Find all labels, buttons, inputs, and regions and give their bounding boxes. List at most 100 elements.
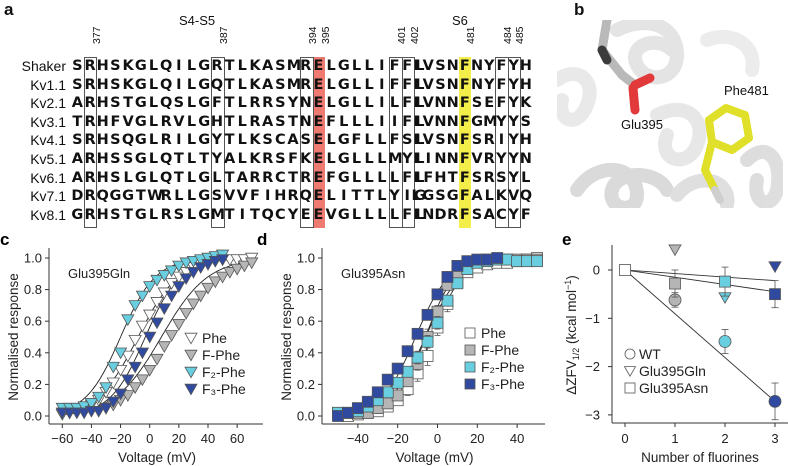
residue: L bbox=[415, 132, 425, 149]
glu395-label: Glu395 bbox=[621, 117, 663, 132]
residue: N bbox=[446, 58, 459, 74]
residue: L bbox=[186, 132, 197, 149]
x-tick-label: −40 bbox=[347, 431, 369, 446]
legend-marker bbox=[624, 382, 636, 394]
residue: I bbox=[264, 188, 271, 205]
residue: G bbox=[198, 206, 211, 223]
residue: G bbox=[337, 169, 350, 186]
data-point bbox=[401, 365, 414, 378]
residue: F bbox=[459, 58, 470, 74]
residue: I bbox=[176, 132, 182, 149]
y-tick-label: 0.0 bbox=[297, 409, 315, 424]
residue: L bbox=[237, 95, 247, 112]
data-point bbox=[164, 330, 179, 342]
phe481-stick bbox=[701, 104, 753, 204]
residue: N bbox=[299, 95, 312, 112]
residue: F bbox=[326, 169, 337, 186]
residue: R bbox=[262, 151, 274, 167]
residue: C bbox=[496, 206, 507, 223]
residue: H bbox=[96, 76, 109, 93]
data-point bbox=[381, 373, 394, 386]
sequence-row-s4s5: GRHS T G L R S L GMT I T QC Y E E VG L L L L F L bbox=[71, 207, 426, 223]
x-tick-label: −20 bbox=[110, 431, 132, 446]
panel-a-letter: a bbox=[4, 0, 14, 19]
residue: S bbox=[211, 188, 223, 205]
residue: S bbox=[72, 58, 83, 74]
y-tick-label: 0.6 bbox=[297, 314, 315, 329]
residue: T bbox=[72, 113, 83, 130]
residue: M bbox=[286, 76, 302, 93]
sequence-name: Shaker bbox=[21, 58, 66, 74]
residue: L bbox=[389, 206, 400, 223]
residue: S bbox=[471, 95, 483, 112]
residue: T bbox=[447, 169, 458, 186]
residue: L bbox=[389, 169, 400, 186]
residue: G bbox=[198, 58, 211, 74]
data-point bbox=[718, 335, 732, 348]
residue: A bbox=[262, 58, 274, 74]
residue: A bbox=[262, 113, 274, 130]
conserved-column-box bbox=[83, 57, 98, 229]
x-tick-label: 40 bbox=[510, 431, 524, 446]
residue: T bbox=[173, 169, 184, 186]
residue: G bbox=[134, 132, 147, 149]
residue: N bbox=[446, 113, 459, 130]
legend-marker bbox=[184, 366, 198, 379]
residue: S bbox=[471, 206, 483, 223]
chart-inset-title: Glu395Gln bbox=[68, 266, 130, 281]
residue: G bbox=[337, 76, 350, 93]
residue: T bbox=[288, 113, 298, 130]
y-tick-label: 0.8 bbox=[24, 282, 42, 297]
residue: R bbox=[447, 206, 459, 223]
residue: G bbox=[198, 188, 211, 205]
residue: G bbox=[134, 151, 147, 167]
residue: F bbox=[110, 113, 121, 130]
data-point bbox=[157, 341, 171, 353]
residue: F bbox=[389, 76, 400, 93]
legend-item: WT bbox=[624, 346, 661, 362]
data-point bbox=[208, 255, 222, 268]
residue: L bbox=[415, 95, 425, 112]
residue: I bbox=[239, 206, 245, 223]
sequence-row-s6: L GSGF A L KVQ bbox=[410, 188, 532, 204]
residue: L bbox=[364, 95, 374, 112]
s4s5-title: S4-S5 bbox=[179, 13, 216, 28]
residue: S bbox=[262, 132, 273, 149]
residue: N bbox=[470, 58, 484, 74]
residue: L bbox=[351, 76, 362, 93]
residue: F bbox=[459, 169, 470, 186]
y-tick-label: 0.4 bbox=[24, 345, 42, 360]
x-tick-label: 60 bbox=[230, 431, 244, 446]
legend-label: F₃-Phe bbox=[202, 381, 246, 397]
y-tick-label: 1.0 bbox=[24, 251, 42, 266]
residue: R bbox=[160, 188, 172, 205]
residue: H bbox=[274, 188, 287, 205]
residue: F bbox=[520, 206, 531, 223]
residue: G bbox=[198, 132, 211, 149]
residue: H bbox=[434, 169, 447, 186]
residue: K bbox=[520, 95, 532, 112]
residue: S bbox=[471, 169, 483, 186]
legend-marker bbox=[623, 366, 637, 378]
residue: G bbox=[134, 169, 147, 186]
data-point bbox=[719, 275, 731, 288]
data-point bbox=[128, 334, 142, 347]
residue: M bbox=[483, 113, 498, 130]
residue: S bbox=[110, 95, 121, 112]
data-point bbox=[106, 361, 120, 374]
residue: G bbox=[134, 95, 147, 112]
fit-line bbox=[624, 269, 776, 402]
residue: T bbox=[173, 151, 184, 167]
residue: V bbox=[422, 113, 434, 130]
residue: A bbox=[71, 151, 83, 167]
residue: L bbox=[148, 206, 159, 223]
x-tick-label: −20 bbox=[387, 431, 409, 446]
data-point bbox=[150, 297, 164, 309]
residue: F bbox=[402, 169, 413, 186]
sequence-row-s6: I NDR F SAC Y F bbox=[410, 207, 532, 223]
residue: L bbox=[148, 95, 159, 112]
legend-marker bbox=[184, 383, 198, 396]
data-point bbox=[215, 271, 230, 284]
residue: H bbox=[96, 113, 109, 130]
